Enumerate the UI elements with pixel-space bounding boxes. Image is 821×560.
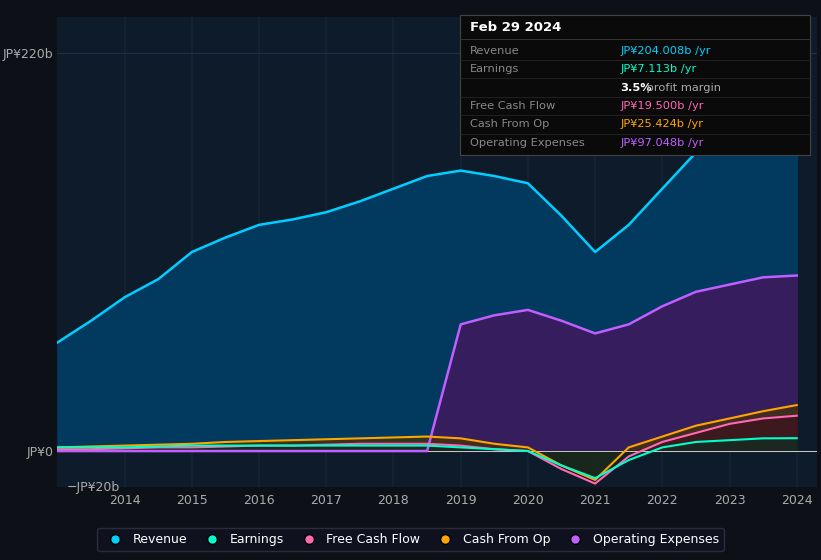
Text: JP¥97.048b /yr: JP¥97.048b /yr (620, 138, 704, 148)
Text: −JP¥20b: −JP¥20b (67, 480, 120, 494)
Text: JP¥204.008b /yr: JP¥204.008b /yr (620, 45, 711, 55)
Text: profit margin: profit margin (643, 82, 721, 92)
Text: Free Cash Flow: Free Cash Flow (470, 101, 555, 111)
Text: JP¥19.500b /yr: JP¥19.500b /yr (620, 101, 704, 111)
Text: 3.5%: 3.5% (620, 82, 652, 92)
Text: Cash From Op: Cash From Op (470, 119, 549, 129)
Text: Earnings: Earnings (470, 64, 519, 74)
Text: Feb 29 2024: Feb 29 2024 (470, 21, 562, 34)
Text: Operating Expenses: Operating Expenses (470, 138, 585, 148)
Text: Revenue: Revenue (470, 45, 520, 55)
Text: JP¥7.113b /yr: JP¥7.113b /yr (620, 64, 696, 74)
Text: JP¥25.424b /yr: JP¥25.424b /yr (620, 119, 703, 129)
Legend: Revenue, Earnings, Free Cash Flow, Cash From Op, Operating Expenses: Revenue, Earnings, Free Cash Flow, Cash … (97, 528, 724, 551)
